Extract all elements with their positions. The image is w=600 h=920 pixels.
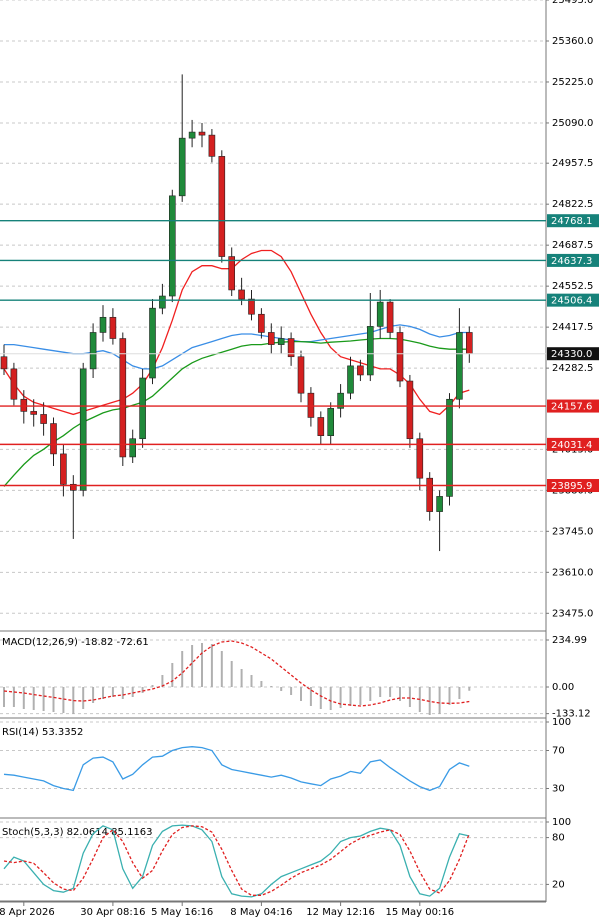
indicator-line [3, 746, 470, 792]
candle-body [99, 316, 107, 333]
candle-body [89, 332, 97, 370]
x-tick-label: 12 May 12:16 [306, 907, 375, 918]
candle-body [248, 298, 255, 315]
level-label: 24768.1 [551, 216, 592, 227]
candle-body [109, 316, 117, 339]
y-tick-label: 25495.0 [552, 0, 593, 6]
y-tick-label: 80 [552, 833, 565, 844]
y-tick-label: 24417.5 [552, 322, 593, 333]
candle-body [79, 368, 87, 491]
y-tick-label: 24957.5 [552, 158, 593, 169]
level-box [547, 479, 599, 493]
candle-body [238, 289, 245, 300]
candle-body [297, 356, 305, 394]
candle-body [258, 313, 265, 333]
candle-body [436, 496, 443, 512]
candle-body [218, 156, 226, 257]
candle-body [337, 392, 344, 409]
level-box [547, 399, 599, 413]
candle-body [287, 338, 295, 358]
candle-body [129, 438, 136, 458]
y-tick-label: 25090.0 [552, 118, 593, 129]
candle-body [188, 131, 196, 139]
indicator-line [3, 824, 470, 898]
candle-body [456, 332, 463, 400]
candle-body [20, 398, 28, 412]
candle-body [465, 332, 473, 355]
level-label: 24157.6 [551, 402, 592, 413]
level-box [547, 253, 599, 267]
y-tick-label: 100 [552, 717, 571, 728]
candle-body [50, 423, 57, 455]
candle-body [396, 332, 404, 382]
candle-body [198, 131, 206, 136]
y-tick-label: 23745.0 [552, 526, 593, 537]
indicator-line [3, 640, 470, 707]
candle-body [159, 295, 166, 309]
candle-body [149, 307, 156, 379]
y-tick-label: 20 [552, 879, 565, 890]
candle-body [277, 338, 285, 345]
x-tick-label: 15 May 00:16 [386, 907, 455, 918]
indicator-title: RSI(14) 53.3352 [2, 727, 83, 738]
candle-body [386, 301, 394, 333]
candle-body [169, 195, 176, 297]
indicator-line [3, 825, 470, 896]
candle-body [30, 411, 38, 415]
x-tick-label: 28 Apr 2026 [0, 907, 55, 918]
y-tick-label: 24282.5 [552, 363, 593, 374]
y-tick-label: 70 [552, 746, 565, 757]
y-tick-label: 23610.0 [552, 567, 593, 578]
candle-body [267, 332, 275, 345]
level-label: 23895.9 [551, 481, 592, 492]
y-tick-label: 24822.5 [552, 199, 593, 210]
candle-body [119, 338, 127, 458]
y-tick-label: 0.00 [552, 682, 574, 693]
current-price-box [547, 347, 599, 361]
candle-body [426, 477, 434, 512]
level-box [547, 214, 599, 228]
y-tick-label: 23475.0 [552, 608, 593, 619]
current-price-label: 24330.0 [551, 349, 592, 360]
level-box [547, 437, 599, 451]
y-tick-label: 25225.0 [552, 77, 593, 88]
candle-body [347, 365, 354, 394]
candle-body [10, 368, 18, 400]
y-tick-label: 24552.5 [552, 281, 593, 292]
candle-body [406, 380, 414, 440]
candle-body [366, 326, 374, 376]
level-label: 24031.4 [551, 440, 592, 451]
indicator-title: Stoch(5,3,3) 82.0614 85.1163 [2, 827, 153, 838]
y-tick-label: 25360.0 [552, 36, 593, 47]
candle-body [139, 377, 146, 440]
y-tick-label: 100 [552, 817, 571, 828]
level-box [547, 293, 599, 307]
candle-body [40, 414, 47, 424]
candle-body [357, 365, 364, 376]
y-tick-label: 234.99 [552, 635, 587, 646]
indicator-title: MACD(12,26,9) -18.82 -72.61 [2, 637, 149, 648]
candle-body [60, 453, 67, 485]
candle-body [317, 417, 325, 436]
candle-body [0, 356, 8, 370]
level-label: 24506.4 [551, 296, 592, 307]
candle-body [416, 438, 424, 479]
y-tick-label: 24687.5 [552, 240, 593, 251]
candle-body [178, 137, 186, 197]
y-tick-label: 30 [552, 784, 565, 795]
level-label: 24637.3 [551, 256, 592, 267]
x-tick-label: 8 May 04:16 [230, 907, 292, 918]
candle-body [70, 483, 77, 491]
candle-body [208, 134, 216, 157]
y-tick-label: -133.12 [552, 709, 591, 720]
candle-body [376, 301, 384, 327]
candle-body [327, 408, 335, 436]
x-tick-label: 30 Apr 08:16 [80, 907, 145, 918]
candle-body [228, 256, 235, 291]
x-tick-label: 5 May 16:16 [151, 907, 213, 918]
candle-body [307, 392, 315, 418]
candle-body [446, 398, 453, 497]
